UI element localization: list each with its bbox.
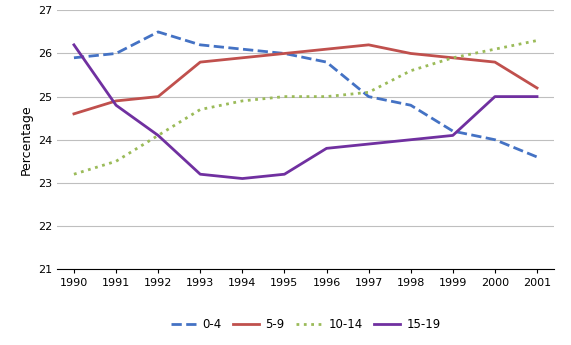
0-4 — [407, 103, 414, 107]
0-4 — [534, 155, 541, 159]
0-4 — [70, 56, 77, 60]
5-9 — [155, 95, 162, 99]
15-19 — [492, 95, 498, 99]
5-9 — [534, 86, 541, 90]
10-14 — [239, 99, 246, 103]
0-4 — [365, 95, 372, 99]
Line: 15-19: 15-19 — [74, 45, 537, 178]
10-14 — [534, 39, 541, 43]
10-14 — [281, 95, 288, 99]
10-14 — [323, 95, 330, 99]
0-4 — [492, 138, 498, 142]
0-4 — [449, 129, 456, 133]
Line: 5-9: 5-9 — [74, 45, 537, 114]
10-14 — [365, 90, 372, 95]
0-4 — [281, 51, 288, 56]
5-9 — [365, 43, 372, 47]
15-19 — [281, 172, 288, 176]
5-9 — [239, 56, 246, 60]
Y-axis label: Percentage: Percentage — [19, 105, 33, 175]
10-14 — [112, 159, 119, 164]
5-9 — [112, 99, 119, 103]
15-19 — [534, 95, 541, 99]
5-9 — [492, 60, 498, 64]
0-4 — [112, 51, 119, 56]
15-19 — [197, 172, 204, 176]
Legend: 0-4, 5-9, 10-14, 15-19: 0-4, 5-9, 10-14, 15-19 — [166, 313, 445, 336]
10-14 — [407, 69, 414, 73]
15-19 — [365, 142, 372, 146]
10-14 — [155, 134, 162, 138]
5-9 — [323, 47, 330, 51]
10-14 — [197, 108, 204, 112]
15-19 — [239, 176, 246, 180]
15-19 — [155, 134, 162, 138]
5-9 — [281, 51, 288, 56]
15-19 — [407, 138, 414, 142]
15-19 — [449, 134, 456, 138]
Line: 10-14: 10-14 — [74, 41, 537, 174]
10-14 — [449, 56, 456, 60]
0-4 — [155, 30, 162, 34]
0-4 — [323, 60, 330, 64]
5-9 — [197, 60, 204, 64]
10-14 — [70, 172, 77, 176]
0-4 — [239, 47, 246, 51]
Line: 0-4: 0-4 — [74, 32, 537, 157]
10-14 — [492, 47, 498, 51]
5-9 — [449, 56, 456, 60]
15-19 — [323, 146, 330, 150]
5-9 — [70, 112, 77, 116]
5-9 — [407, 51, 414, 56]
15-19 — [112, 103, 119, 107]
0-4 — [197, 43, 204, 47]
15-19 — [70, 43, 77, 47]
